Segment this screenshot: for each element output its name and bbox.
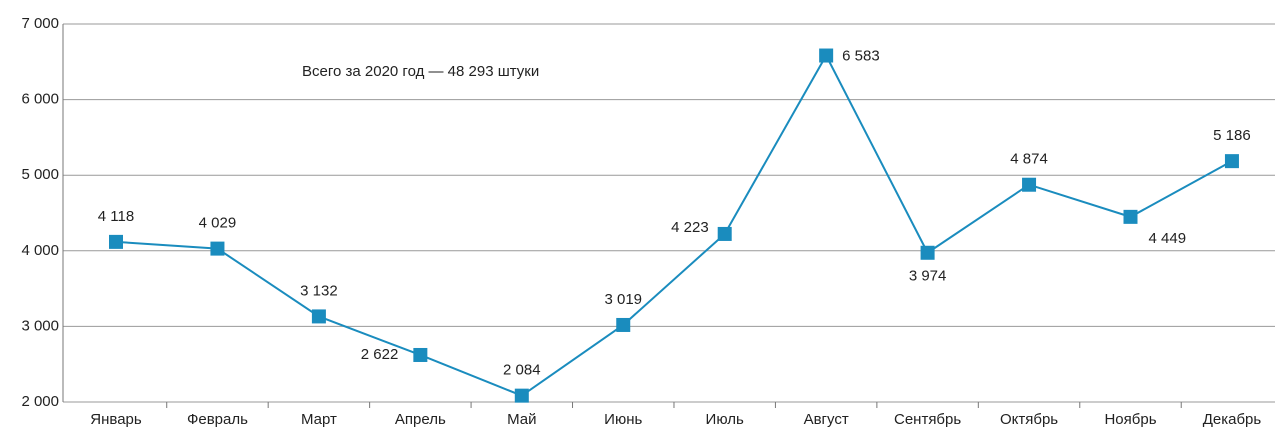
data-label: 4 029	[199, 215, 237, 232]
x-tick-label: Октябрь	[1000, 411, 1058, 428]
data-label: 3 132	[300, 282, 338, 299]
marker	[1022, 177, 1037, 192]
data-label: 2 622	[361, 346, 399, 363]
y-tick-label: 7 000	[21, 15, 59, 32]
data-label: 4 449	[1149, 230, 1187, 247]
marker	[514, 388, 529, 403]
data-label: 4 118	[98, 208, 134, 225]
line	[115, 53, 1233, 397]
data-label: 3 019	[604, 291, 642, 308]
x-tick-label: Январь	[90, 411, 142, 428]
x-tick-label: Апрель	[395, 411, 446, 428]
x-tick-label: Декабрь	[1203, 411, 1262, 428]
marker	[109, 234, 123, 249]
x-tick-label: Июнь	[604, 411, 642, 428]
marker	[1224, 154, 1239, 169]
marker	[210, 241, 225, 256]
annotation: Всего за 2020 год — 48 293 штуки	[302, 63, 539, 80]
y-tick-label: 4 000	[21, 242, 59, 259]
data-label: 3 974	[909, 268, 947, 285]
y-tick-label: 6 000	[21, 91, 59, 108]
x-tick-label: Август	[804, 411, 849, 428]
x-tick-label: Февраль	[187, 411, 248, 428]
y-tick-label: 3 000	[21, 317, 59, 334]
x-tick-label: Май	[507, 411, 536, 428]
marker	[717, 226, 732, 241]
x-tick-label: Июль	[706, 411, 744, 428]
data-label: 4 223	[671, 219, 709, 236]
data-label: 2 084	[503, 362, 541, 379]
data-label: 6 583	[842, 47, 880, 64]
data-label: 4 874	[1010, 151, 1048, 168]
marker	[413, 347, 428, 362]
marker	[1123, 209, 1138, 224]
marker	[819, 48, 834, 63]
y-tick-label: 2 000	[21, 393, 59, 410]
marker	[616, 317, 631, 332]
x-tick-label: Март	[301, 411, 337, 428]
marker	[311, 309, 326, 324]
marker	[920, 245, 935, 260]
x-tick-label: Ноябрь	[1104, 411, 1156, 428]
x-tick-label: Сентябрь	[894, 411, 961, 428]
y-tick-label: 5 000	[21, 166, 59, 183]
data-label: 5 186	[1213, 127, 1251, 144]
